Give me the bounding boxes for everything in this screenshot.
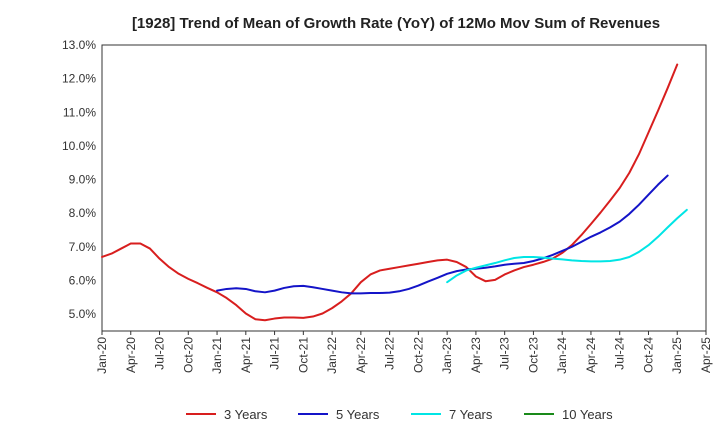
x-tick-label: Apr-22 [354, 337, 368, 373]
plot-area [102, 45, 706, 331]
plot-border [101, 44, 707, 332]
x-tick-label: Jul-23 [498, 337, 512, 370]
series-line-7-years [446, 208, 688, 284]
y-tick-label: 10.0% [62, 139, 96, 153]
chart-title: [1928] Trend of Mean of Growth Rate (YoY… [132, 15, 660, 32]
legend-label: 7 Years [449, 407, 493, 422]
x-tick-label: Jul-22 [383, 337, 397, 370]
x-tick-label: Oct-22 [411, 337, 425, 373]
y-tick-label: 6.0% [69, 274, 97, 288]
plot-frame [101, 44, 707, 332]
legend-label: 3 Years [224, 407, 268, 422]
legend-label: 5 Years [336, 407, 380, 422]
x-tick-label: Apr-23 [469, 337, 483, 373]
y-tick-label: 5.0% [69, 307, 97, 321]
x-tick-label: Jul-21 [268, 337, 282, 370]
x-tick-label: Oct-20 [181, 337, 195, 373]
y-axis: 5.0% 6.0% 7.0% 8.0% 9.0% 10.0% 11.0% 12.0% 13.0% [62, 38, 96, 321]
x-tick-label: Oct-21 [296, 337, 310, 373]
x-tick-label: Jul-24 [613, 337, 627, 370]
x-tick-label: Jan-24 [555, 337, 569, 374]
legend: 3 Years 5 Years 7 Years 10 Years [186, 407, 613, 422]
x-tick-label: Apr-21 [239, 337, 253, 373]
legend-label: 10 Years [562, 407, 613, 422]
x-tick-label: Jan-22 [325, 337, 339, 374]
x-tick-label: Apr-25 [699, 337, 713, 373]
x-tick-label: Jul-20 [153, 337, 167, 370]
x-tick-label: Oct-23 [526, 337, 540, 373]
x-axis: Jan-20 Apr-20 Jul-20 Oct-20 Jan-21 Apr-21 Jul-… [95, 331, 713, 374]
y-tick-label: 7.0% [69, 240, 97, 254]
y-tick-label: 8.0% [69, 206, 97, 220]
y-tick-label: 11.0% [63, 105, 96, 119]
x-tick-label: Oct-24 [641, 337, 655, 373]
series-line-5-years [216, 174, 669, 295]
x-tick-label: Jan-23 [440, 337, 454, 374]
x-tick-label: Jan-20 [95, 337, 109, 374]
x-tick-label: Jan-25 [670, 337, 684, 374]
y-tick-label: 12.0% [62, 72, 96, 86]
x-tick-label: Apr-20 [124, 337, 138, 373]
x-tick-label: Apr-24 [584, 337, 598, 373]
series-lines [101, 63, 688, 322]
x-tick-label: Jan-21 [210, 337, 224, 374]
y-tick-label: 9.0% [69, 173, 97, 187]
y-tick-label: 13.0% [62, 38, 96, 52]
series-line-3-years [101, 63, 679, 322]
